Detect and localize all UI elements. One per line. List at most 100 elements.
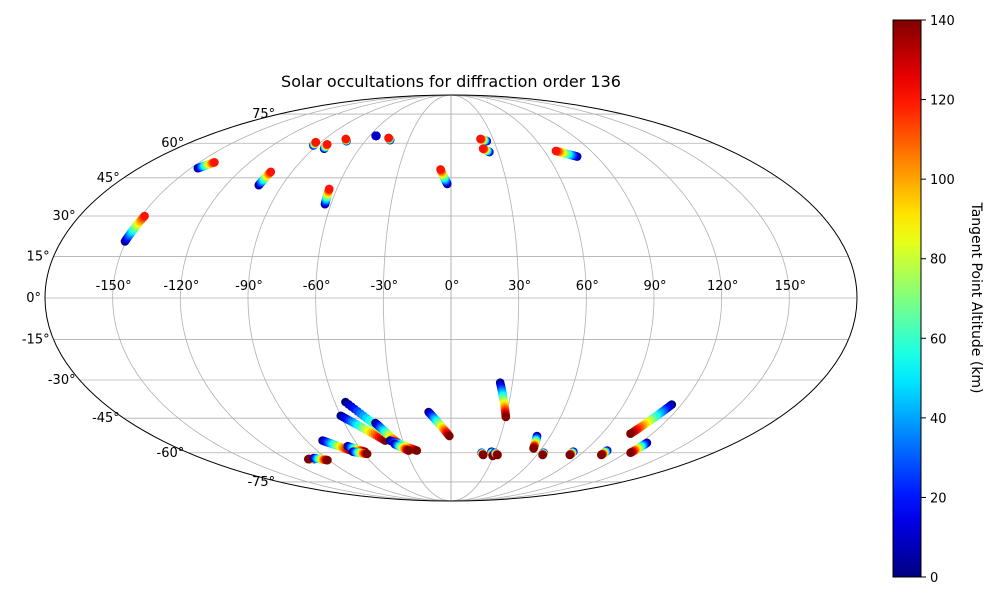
- scatter-point: [626, 448, 635, 458]
- scatter-points: [120, 131, 677, 465]
- colorbar-gradient: [892, 19, 922, 578]
- latitude-tick-label: -15°: [22, 333, 50, 348]
- occultation-track: [565, 447, 578, 460]
- occultation-track: [495, 378, 511, 422]
- longitude-gridline: [450, 95, 723, 501]
- latitude-tick-label: -45°: [92, 411, 120, 426]
- scatter-point: [501, 412, 511, 422]
- scatter-point: [445, 431, 454, 441]
- scatter-point: [551, 146, 561, 156]
- latitude-tick-label: 0°: [26, 291, 41, 306]
- longitude-tick-labels: -150° -120° -90° -60° -30° 0° 30° 60° 90° 120° 150…: [96, 279, 806, 294]
- latitude-tick-label: -75°: [247, 475, 275, 490]
- scatter-point: [324, 184, 334, 194]
- latitude-tick-label: -60°: [157, 446, 185, 461]
- occultation-track: [626, 400, 677, 439]
- colorbar-tick-label: 140: [930, 14, 955, 29]
- longitude-gridline: [179, 95, 452, 501]
- occultation-track: [120, 211, 149, 246]
- occultation-track: [476, 134, 492, 146]
- longitude-gridline: [450, 95, 790, 501]
- occultation-track: [490, 448, 502, 460]
- latitude-tick-label: 30°: [53, 209, 76, 224]
- scatter-point: [384, 133, 393, 143]
- scatter-point: [266, 167, 276, 177]
- latitude-tick-label: 45°: [97, 171, 120, 186]
- occultation-track: [254, 167, 276, 190]
- occultation-track: [341, 397, 410, 453]
- colorbar-tick-label: 40: [930, 412, 947, 427]
- longitude-tick-label: -60°: [303, 279, 331, 294]
- longitude-tick-label: -30°: [370, 279, 398, 294]
- colorbar-label: Tangent Point Altitude (km): [968, 201, 984, 393]
- occultation-track: [551, 146, 582, 161]
- occultation-track: [390, 439, 413, 455]
- longitude-tick-label: 30°: [508, 279, 531, 294]
- latitude-tick-label: 75°: [252, 107, 275, 122]
- occultation-track: [436, 165, 452, 189]
- graticule: [45, 95, 857, 501]
- longitude-gridline: [450, 95, 655, 501]
- latitude-tick-label: 15°: [27, 249, 50, 264]
- occultation-track: [193, 158, 219, 173]
- occultation-track: [424, 407, 454, 441]
- longitude-tick-label: 0°: [445, 279, 460, 294]
- scatter-point: [478, 450, 488, 460]
- occultation-track: [596, 446, 612, 460]
- colorbar-tick-label: 60: [930, 332, 947, 347]
- occultation-track: [348, 447, 372, 459]
- colorbar-tick-label: 80: [930, 253, 947, 268]
- scatter-point: [210, 158, 219, 167]
- scatter-point: [323, 455, 332, 465]
- longitude-tick-label: -150°: [96, 279, 132, 294]
- scatter-point: [404, 446, 413, 455]
- occultation-track: [320, 184, 334, 209]
- longitude-gridline: [450, 95, 587, 501]
- occultation-track: [529, 431, 542, 453]
- occultation-track: [478, 144, 494, 157]
- longitude-tick-label: 60°: [576, 279, 599, 294]
- scatter-point: [436, 165, 445, 174]
- latitude-tick-labels: 75° 60° 45° 30° 15° 0° -15° -30° -45° -60° -75°: [22, 107, 275, 490]
- occultation-track: [341, 134, 351, 146]
- occultation-track: [626, 438, 652, 458]
- scatter-point: [478, 144, 488, 153]
- colorbar-ticks: 0 20 40 60 80 100 120 140: [921, 14, 955, 586]
- scatter-point: [626, 429, 635, 439]
- scatter-point: [341, 134, 351, 144]
- occultation-track: [384, 133, 395, 145]
- latitude-tick-label: -30°: [48, 373, 76, 388]
- scatter-point: [362, 449, 372, 459]
- occultation-track: [477, 448, 488, 460]
- colorbar-tick-label: 0: [930, 571, 938, 586]
- occultation-track: [319, 140, 332, 153]
- scatter-point: [140, 211, 149, 221]
- chart-title: Solar occultations for diffraction order…: [281, 72, 621, 91]
- colorbar: 0 20 40 60 80 100 120 140 Tangent Point Altitud…: [892, 14, 984, 586]
- scatter-point: [538, 450, 547, 460]
- occultation-track: [309, 137, 321, 150]
- occultation-track: [538, 448, 548, 460]
- scatter-point: [371, 131, 380, 141]
- colorbar-tick-label: 120: [930, 94, 955, 109]
- colorbar-tick-label: 100: [930, 173, 955, 188]
- scatter-point: [493, 450, 502, 460]
- longitude-tick-label: 90°: [643, 279, 666, 294]
- longitude-tick-label: -90°: [235, 279, 263, 294]
- longitude-tick-label: -120°: [163, 279, 199, 294]
- colorbar-tick-label: 20: [930, 491, 947, 506]
- scatter-point: [596, 450, 606, 460]
- scatter-point: [322, 140, 332, 149]
- map-boundary: [44, 94, 858, 502]
- scatter-point: [412, 446, 422, 455]
- longitude-tick-label: 150°: [775, 279, 806, 294]
- occultation-track: [309, 453, 332, 465]
- longitude-gridline: [112, 95, 452, 501]
- scatter-point: [476, 134, 485, 144]
- occultation-track: [371, 131, 381, 141]
- latitude-tick-label: 60°: [161, 136, 184, 151]
- scatter-point: [529, 444, 538, 453]
- scatter-point: [565, 450, 575, 460]
